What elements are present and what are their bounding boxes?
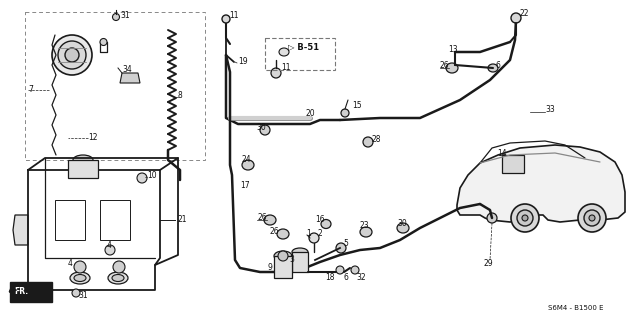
Text: 2: 2 <box>318 229 323 239</box>
Circle shape <box>336 266 344 274</box>
Circle shape <box>584 210 600 226</box>
Ellipse shape <box>260 125 270 135</box>
Ellipse shape <box>112 275 124 281</box>
Circle shape <box>105 245 115 255</box>
Text: 21: 21 <box>177 214 186 224</box>
Text: 23: 23 <box>360 221 370 231</box>
Text: 1: 1 <box>306 229 311 239</box>
Text: 8: 8 <box>178 91 183 100</box>
Bar <box>55 200 85 240</box>
Text: 22: 22 <box>520 10 529 19</box>
Text: 10: 10 <box>147 170 157 180</box>
Ellipse shape <box>242 160 254 170</box>
Circle shape <box>309 233 319 243</box>
Polygon shape <box>10 282 52 302</box>
Bar <box>25 12 205 160</box>
Text: 29: 29 <box>483 259 493 269</box>
Text: 32: 32 <box>356 273 365 283</box>
Text: 19: 19 <box>238 57 248 66</box>
Ellipse shape <box>446 63 458 73</box>
Ellipse shape <box>264 215 276 225</box>
Circle shape <box>522 215 528 221</box>
Ellipse shape <box>363 137 373 147</box>
Ellipse shape <box>321 219 331 228</box>
Text: 33: 33 <box>545 106 555 115</box>
Ellipse shape <box>488 64 498 72</box>
Text: 26: 26 <box>440 62 450 70</box>
Text: S6M4 - B1500 E: S6M4 - B1500 E <box>548 305 604 311</box>
Text: 18: 18 <box>325 273 335 283</box>
Text: FR.: FR. <box>14 287 28 296</box>
Polygon shape <box>120 73 140 83</box>
Circle shape <box>113 261 125 273</box>
Text: 17: 17 <box>240 182 250 190</box>
Circle shape <box>487 213 497 223</box>
Text: 6: 6 <box>343 273 348 283</box>
Text: 31: 31 <box>78 292 88 300</box>
Circle shape <box>336 243 346 253</box>
Bar <box>100 200 130 240</box>
Text: 15: 15 <box>352 101 362 110</box>
Text: 12: 12 <box>88 133 97 143</box>
Bar <box>292 252 308 272</box>
Polygon shape <box>13 215 28 245</box>
Text: 6: 6 <box>496 61 501 70</box>
Circle shape <box>511 204 539 232</box>
Circle shape <box>511 13 521 23</box>
Circle shape <box>65 48 79 62</box>
Ellipse shape <box>277 229 289 239</box>
Circle shape <box>278 251 288 261</box>
Circle shape <box>52 35 92 75</box>
Ellipse shape <box>274 251 292 261</box>
Circle shape <box>589 215 595 221</box>
Text: 31: 31 <box>120 11 130 20</box>
Ellipse shape <box>279 48 289 56</box>
Text: 34: 34 <box>122 65 132 75</box>
Ellipse shape <box>292 248 308 256</box>
Text: 5: 5 <box>343 240 348 249</box>
Text: 14: 14 <box>497 149 507 158</box>
Text: 28: 28 <box>372 136 381 145</box>
Text: 16: 16 <box>315 216 324 225</box>
Circle shape <box>72 289 80 297</box>
Polygon shape <box>457 145 625 222</box>
Ellipse shape <box>70 272 90 284</box>
Circle shape <box>137 173 147 183</box>
Text: 9: 9 <box>268 263 273 272</box>
Circle shape <box>271 68 281 78</box>
Circle shape <box>100 39 107 46</box>
Text: 26: 26 <box>270 226 280 235</box>
Ellipse shape <box>74 275 86 281</box>
Text: 11: 11 <box>281 63 291 72</box>
Bar <box>265 38 335 70</box>
Text: ▷ B-51: ▷ B-51 <box>288 42 319 51</box>
Text: 4: 4 <box>107 241 112 250</box>
Bar <box>274 256 292 278</box>
Text: 7: 7 <box>28 85 33 94</box>
Bar <box>68 160 98 178</box>
Text: 4: 4 <box>68 259 73 269</box>
Ellipse shape <box>341 109 349 117</box>
Circle shape <box>113 13 120 20</box>
Text: 13: 13 <box>448 46 458 55</box>
Bar <box>502 155 524 173</box>
Text: 26: 26 <box>257 213 267 222</box>
Circle shape <box>578 204 606 232</box>
Circle shape <box>222 15 230 23</box>
Text: 20: 20 <box>305 109 315 118</box>
Circle shape <box>517 210 533 226</box>
Text: 24: 24 <box>241 155 251 165</box>
Ellipse shape <box>108 272 128 284</box>
Circle shape <box>58 41 86 69</box>
Ellipse shape <box>73 155 93 165</box>
Text: 30: 30 <box>256 122 266 131</box>
Text: 11: 11 <box>229 11 239 19</box>
Text: 3: 3 <box>289 255 294 263</box>
Circle shape <box>351 266 359 274</box>
Ellipse shape <box>360 227 372 237</box>
Circle shape <box>74 261 86 273</box>
Text: 30: 30 <box>397 219 407 227</box>
Ellipse shape <box>397 223 409 233</box>
